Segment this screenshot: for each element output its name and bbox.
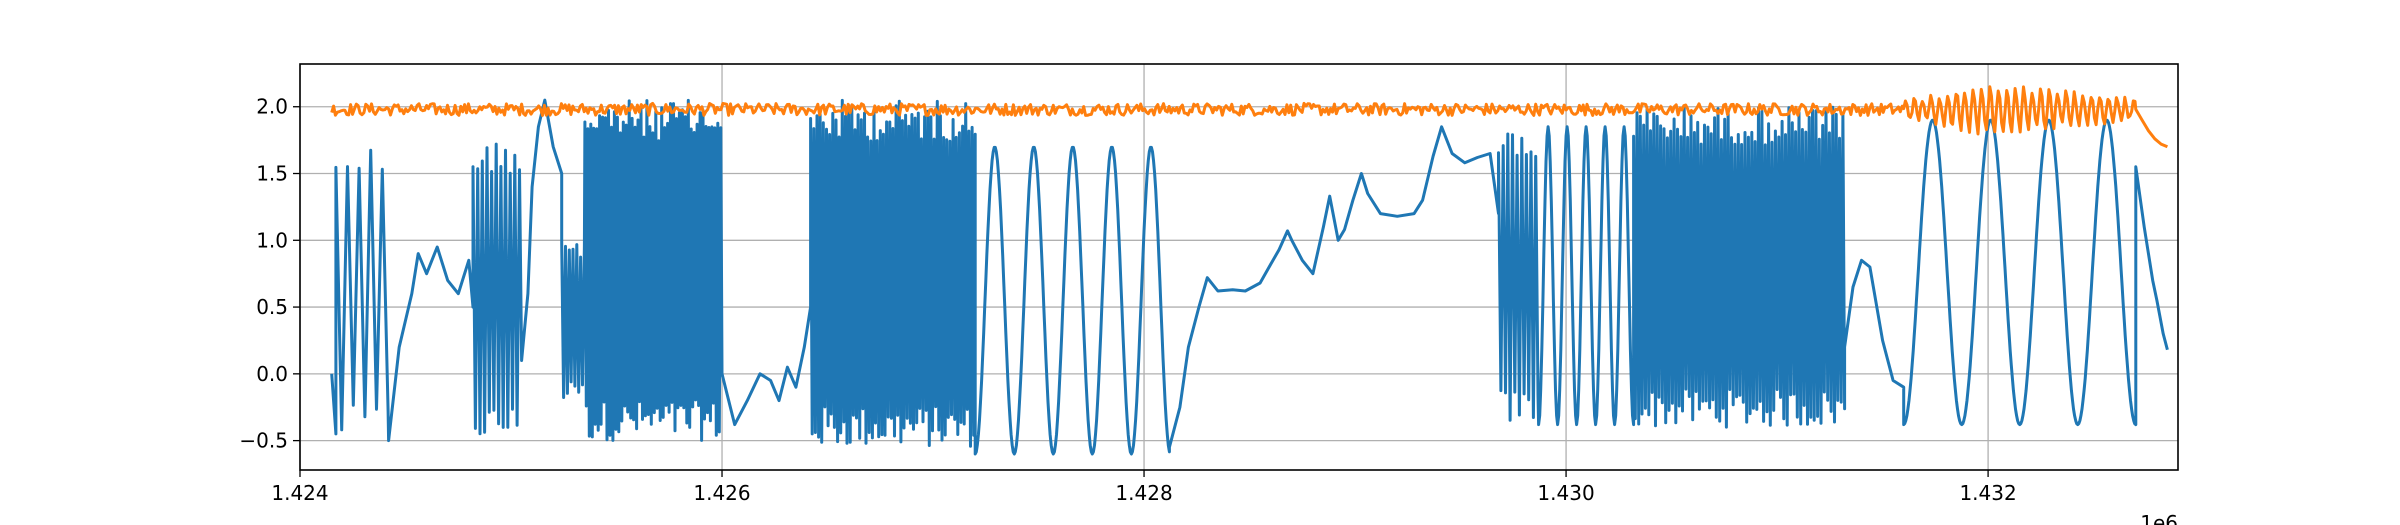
series-line-1 <box>330 98 2169 456</box>
x-tick-label: 1.430 <box>1537 481 1594 505</box>
series-line-2 <box>330 85 2168 149</box>
y-tick-label: 2.0 <box>256 95 288 119</box>
tick-marks <box>293 106 1989 477</box>
x-axis-offset-label: 1e6 <box>2140 511 2178 525</box>
y-tick-label: 0.5 <box>256 295 288 319</box>
x-tick-label: 1.424 <box>271 481 328 505</box>
x-tick-label: 1.428 <box>1115 481 1172 505</box>
y-tick-label: −0.5 <box>239 429 288 453</box>
x-tick-label: 1.432 <box>1959 481 2016 505</box>
x-tick-label: 1.426 <box>693 481 750 505</box>
y-tick-label: 0.0 <box>256 362 288 386</box>
axes-frame <box>299 63 2179 471</box>
y-tick-label: 1.5 <box>256 162 288 186</box>
tick-labels: 1.424 1.426 1.428 1.430 1.432 −0.5 0.0 0.5 1.0 1.… <box>239 95 2016 505</box>
series-lines <box>330 85 2169 456</box>
y-tick-label: 1.0 <box>256 228 288 252</box>
